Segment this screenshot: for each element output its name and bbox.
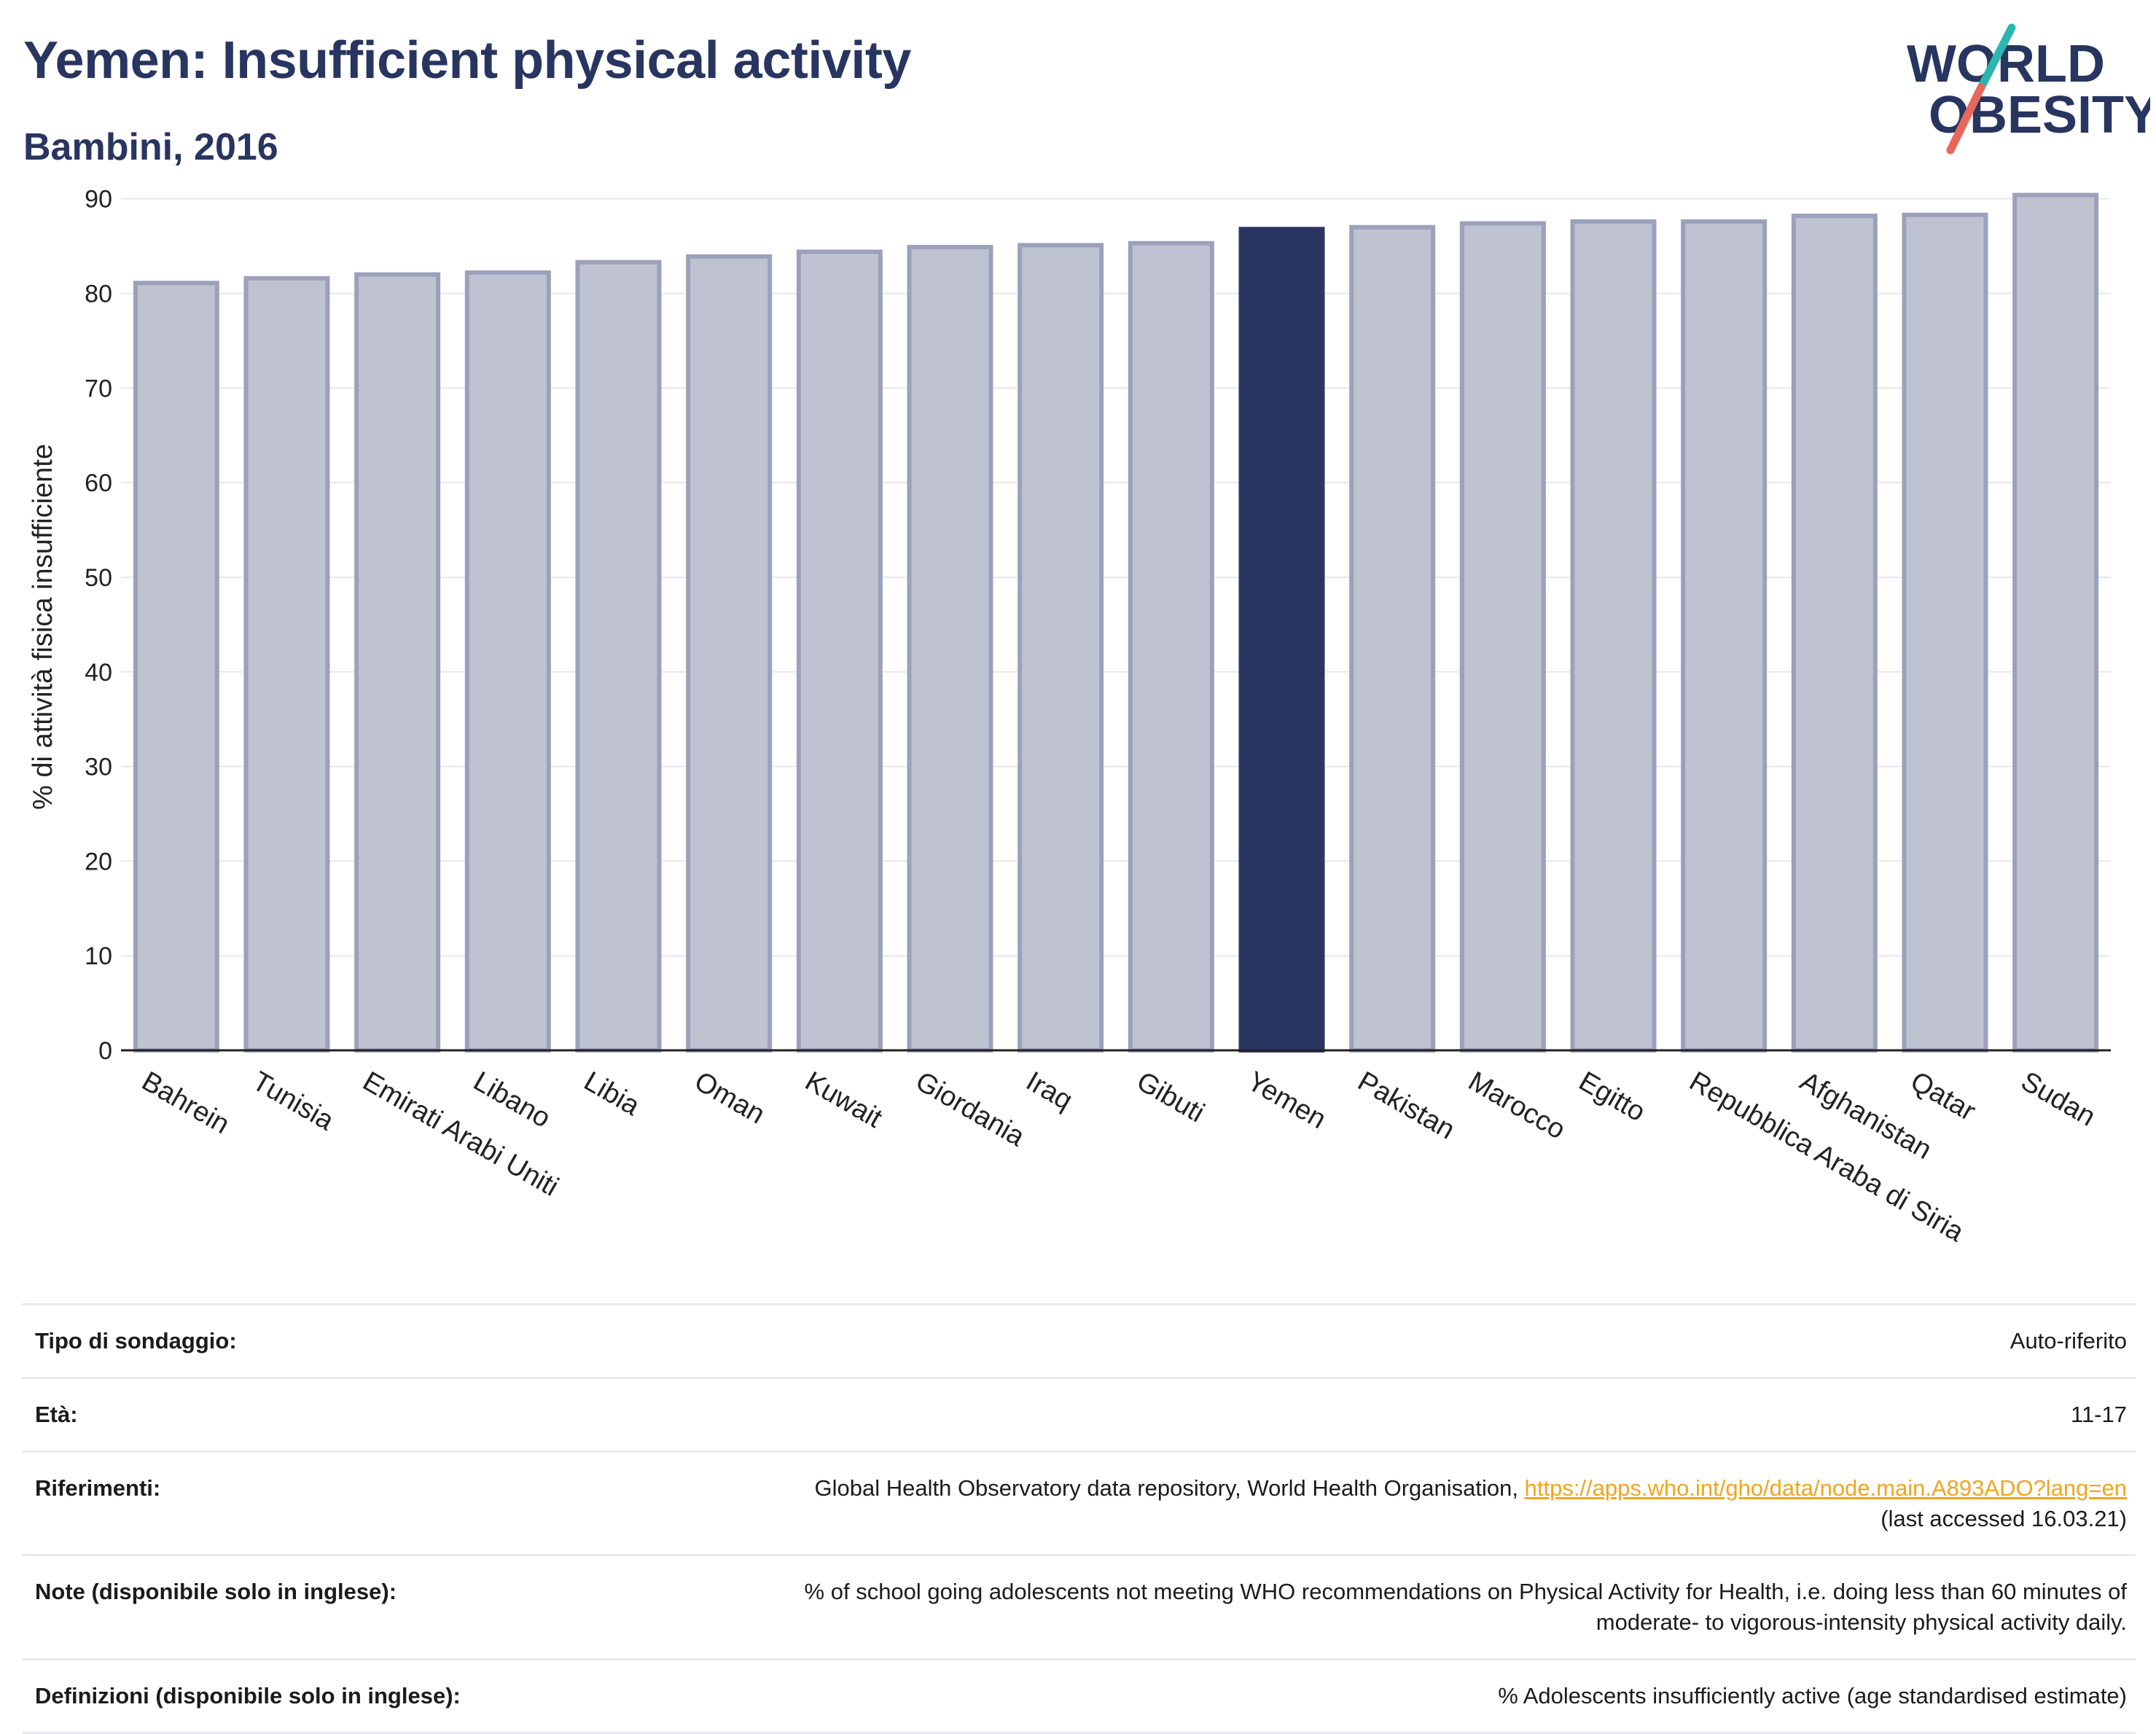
row-value: % Adolescents insufficiently active (age…: [589, 1658, 2136, 1734]
reference-accessed: (last accessed 16.03.21): [1880, 1505, 2127, 1531]
x-tick-label: Libia: [579, 1066, 645, 1122]
x-tick-label: Yemen: [1242, 1066, 1331, 1135]
y-tick-label: 30: [85, 754, 112, 781]
reference-link[interactable]: https://apps.who.int/gho/data/node.main.…: [1524, 1475, 2127, 1501]
x-tick-label: Tunisia: [247, 1066, 340, 1136]
bar: [1459, 221, 1546, 1053]
bar: [464, 270, 551, 1053]
x-tick-label: Gibuti: [1131, 1066, 1209, 1128]
bar: [686, 254, 773, 1052]
y-tick-label: 10: [85, 942, 112, 970]
bar: [796, 249, 883, 1053]
bar: [243, 276, 330, 1053]
row-value: 11-17: [589, 1376, 2136, 1452]
row-key: Definizioni (disponibile solo in inglese…: [22, 1658, 589, 1734]
row-key: Tipo di sondaggio:: [22, 1303, 589, 1378]
table-row: Definizioni (disponibile solo in inglese…: [22, 1658, 2136, 1734]
bar: [1128, 241, 1214, 1053]
y-tick-label: 40: [85, 659, 112, 687]
bar: [1681, 219, 1768, 1052]
x-tick-label: Qatar: [1905, 1066, 1981, 1127]
row-key: Note (disponibile solo in inglese):: [22, 1554, 589, 1660]
bar-highlight: [1238, 227, 1325, 1053]
x-tick-label: Sudan: [2016, 1066, 2101, 1132]
chart-subtitle: Bambini, 2016: [23, 126, 278, 168]
bar: [133, 281, 219, 1052]
x-tick-label: Emirati Arabi Uniti: [358, 1066, 564, 1202]
x-tick-label: Egitto: [1574, 1066, 1650, 1128]
row-key: Età:: [22, 1376, 589, 1452]
bar: [907, 244, 993, 1052]
bar-chart: 0 10 20 30 40 50 60 70 80 90 % di attività fisica …: [28, 186, 2111, 1249]
row-value: % of school going adolescents not meetin…: [589, 1554, 2136, 1660]
logo-slash-top: [1977, 23, 2016, 92]
bar: [1791, 214, 1878, 1052]
logo-slash-bottom: [1946, 83, 1985, 155]
table-row: Tipo di sondaggio: Auto-riferito: [22, 1303, 2136, 1378]
row-value: Auto-riferito: [589, 1303, 2136, 1378]
y-tick-label: 60: [85, 469, 112, 497]
bar: [354, 272, 441, 1052]
x-tick-label: Kuwait: [800, 1066, 887, 1134]
y-tick-label: 90: [85, 186, 112, 214]
x-tick-label: Pakistan: [1353, 1066, 1460, 1145]
world-obesity-logo: WORLD OBESITY: [1907, 23, 2150, 155]
table-row: Note (disponibile solo in inglese): % of…: [22, 1554, 2136, 1660]
metadata-table: Tipo di sondaggio: Auto-riferito Età: 11…: [22, 1303, 2136, 1734]
table-row: Riferimenti: Global Health Observatory d…: [22, 1450, 2136, 1555]
y-tick-label: 50: [85, 564, 112, 592]
reference-text: Global Health Observatory data repositor…: [814, 1475, 1518, 1501]
table-row: Età: 11-17: [22, 1376, 2136, 1452]
x-tick-label: Marocco: [1463, 1066, 1570, 1145]
bar: [2012, 192, 2099, 1052]
x-tick-label: Libano: [468, 1066, 555, 1133]
x-tick-label: Giordania: [910, 1066, 1030, 1152]
row-key: Riferimenti:: [22, 1450, 589, 1555]
note-text-line2: moderate- to vigorous-intensity physical…: [1595, 1609, 2127, 1636]
y-tick-label: 80: [85, 281, 112, 308]
bar: [1349, 224, 1436, 1052]
y-tick-label: 0: [98, 1037, 112, 1065]
y-axis-title: % di attività fisica insufficiente: [28, 444, 58, 810]
bar: [1018, 243, 1104, 1052]
x-tick-label: Iraq: [1021, 1066, 1078, 1116]
y-tick-label: 20: [85, 848, 112, 875]
row-value: Global Health Observatory data repositor…: [589, 1450, 2136, 1555]
chart-title: Yemen: Insufficient physical activity: [23, 31, 911, 90]
x-tick-label: Oman: [690, 1066, 770, 1130]
y-tick-label: 70: [85, 375, 112, 402]
bar: [1902, 212, 1988, 1052]
note-text-line1: % of school going adolescents not meetin…: [804, 1579, 2127, 1605]
bar: [1570, 219, 1657, 1052]
x-tick-label: Bahrein: [136, 1066, 234, 1140]
bar: [575, 259, 662, 1052]
